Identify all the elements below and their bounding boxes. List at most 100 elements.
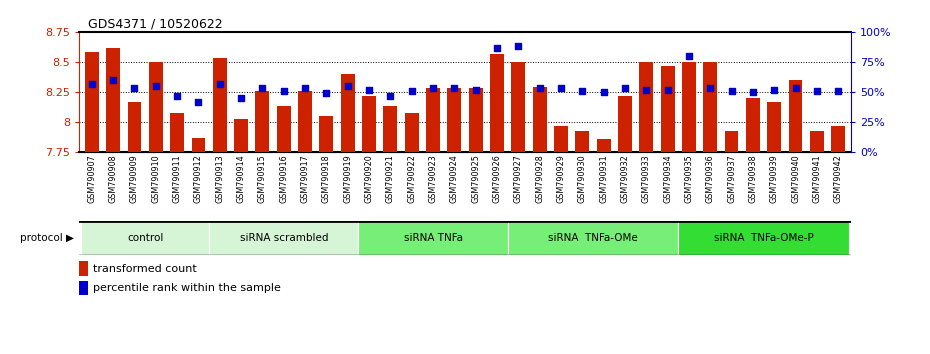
Point — [788, 86, 803, 91]
Text: GSM790910: GSM790910 — [152, 154, 160, 203]
Bar — [508, 221, 678, 255]
Text: GSM790939: GSM790939 — [770, 154, 778, 203]
Text: percentile rank within the sample: percentile rank within the sample — [93, 283, 281, 293]
Point — [319, 90, 334, 96]
Point — [191, 99, 206, 104]
Bar — [746, 98, 760, 152]
Point — [255, 86, 270, 91]
Bar — [426, 88, 440, 152]
Bar — [79, 281, 88, 295]
Point — [553, 86, 568, 91]
Text: GSM790941: GSM790941 — [812, 154, 821, 203]
Bar — [724, 131, 738, 152]
Point — [426, 86, 441, 91]
Point — [703, 86, 718, 91]
Text: GSM790927: GSM790927 — [513, 154, 523, 203]
Text: GSM790938: GSM790938 — [749, 154, 757, 203]
Text: GSM790911: GSM790911 — [173, 154, 181, 203]
Bar — [576, 131, 590, 152]
Bar — [234, 119, 248, 152]
Text: siRNA TNFa: siRNA TNFa — [404, 233, 462, 243]
Text: GSM790934: GSM790934 — [663, 154, 672, 203]
Point — [169, 93, 184, 98]
Bar — [678, 221, 849, 255]
Bar — [512, 62, 525, 152]
Point — [447, 86, 462, 91]
Text: GSM790909: GSM790909 — [130, 154, 139, 203]
Bar — [362, 96, 376, 152]
Text: GSM790914: GSM790914 — [236, 154, 246, 203]
Text: siRNA  TNFa-OMe-P: siRNA TNFa-OMe-P — [713, 233, 814, 243]
Text: GSM790942: GSM790942 — [833, 154, 843, 203]
Bar — [469, 88, 483, 152]
Point — [468, 87, 483, 92]
Bar — [170, 113, 184, 152]
Bar — [639, 62, 653, 152]
Text: transformed count: transformed count — [93, 263, 196, 274]
Point — [127, 86, 142, 91]
Bar — [831, 126, 845, 152]
Bar — [340, 74, 354, 152]
Bar — [810, 131, 824, 152]
Text: GSM790932: GSM790932 — [620, 154, 630, 203]
Text: GSM790937: GSM790937 — [727, 154, 736, 203]
Point — [830, 88, 845, 94]
Text: GDS4371 / 10520622: GDS4371 / 10520622 — [88, 17, 223, 30]
Bar — [127, 102, 141, 152]
Point — [340, 83, 355, 89]
Text: GSM790913: GSM790913 — [215, 154, 224, 203]
Text: GSM790931: GSM790931 — [599, 154, 608, 203]
Point — [362, 87, 377, 92]
Bar — [660, 65, 674, 152]
Bar — [209, 221, 358, 255]
Point — [575, 88, 590, 94]
Bar — [597, 139, 610, 152]
Point — [809, 88, 824, 94]
Bar — [490, 53, 504, 152]
Point — [511, 44, 525, 49]
Bar — [320, 116, 333, 152]
Point — [724, 88, 739, 94]
Text: GSM790912: GSM790912 — [194, 154, 203, 203]
Bar — [358, 221, 508, 255]
Point — [233, 95, 248, 101]
Text: GSM790933: GSM790933 — [642, 154, 651, 203]
Text: GSM790923: GSM790923 — [429, 154, 437, 203]
Point — [682, 53, 697, 59]
Point — [85, 81, 100, 86]
Bar — [789, 80, 803, 152]
Text: GSM790925: GSM790925 — [472, 154, 480, 203]
Bar — [192, 138, 206, 152]
Text: GSM790908: GSM790908 — [109, 154, 118, 203]
Text: GSM790918: GSM790918 — [322, 154, 331, 203]
Bar — [85, 52, 99, 152]
Bar — [767, 102, 781, 152]
Text: GSM790921: GSM790921 — [386, 154, 395, 203]
Point — [298, 86, 312, 91]
Point — [149, 83, 164, 89]
Point — [212, 81, 227, 86]
Text: GSM790929: GSM790929 — [556, 154, 565, 203]
Bar — [149, 62, 163, 152]
Bar — [213, 58, 227, 152]
Text: protocol ▶: protocol ▶ — [20, 233, 74, 243]
Bar — [618, 96, 631, 152]
Bar — [299, 91, 312, 152]
Bar — [554, 126, 568, 152]
Point — [106, 77, 121, 83]
Text: GSM790936: GSM790936 — [706, 154, 715, 203]
Point — [383, 93, 398, 98]
Bar — [277, 107, 291, 152]
Text: GSM790930: GSM790930 — [578, 154, 587, 203]
Text: GSM790915: GSM790915 — [258, 154, 267, 203]
Text: GSM790919: GSM790919 — [343, 154, 352, 203]
Point — [489, 45, 504, 50]
Bar — [703, 62, 717, 152]
Bar — [256, 91, 270, 152]
Bar — [106, 47, 120, 152]
Point — [746, 89, 761, 95]
Text: siRNA  TNFa-OMe: siRNA TNFa-OMe — [548, 233, 638, 243]
Bar — [533, 87, 547, 152]
Point — [639, 87, 654, 92]
Text: GSM790924: GSM790924 — [450, 154, 458, 203]
